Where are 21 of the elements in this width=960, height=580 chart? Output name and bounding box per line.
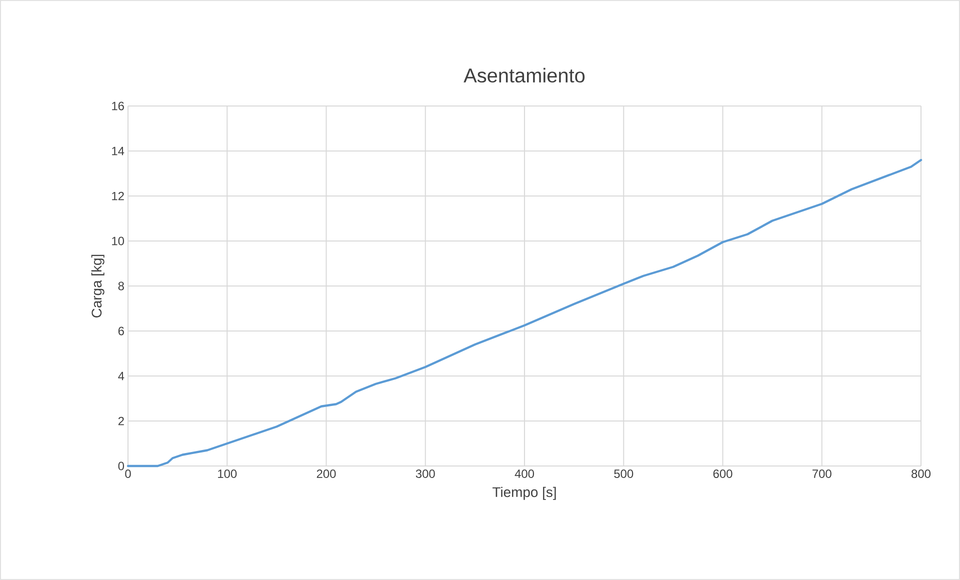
x-tick-label: 500 (614, 470, 634, 478)
y-tick-label: 2 (118, 416, 124, 426)
y-tick-label: 4 (118, 372, 124, 380)
x-tick-label: 700 (812, 470, 832, 478)
y-tick-label: 14 (112, 146, 124, 156)
x-tick-label: 100 (218, 470, 237, 478)
y-tick-label: 0 (118, 462, 124, 470)
x-axis-title: Tiempo [s] (492, 486, 556, 500)
x-tick-label: 800 (912, 470, 931, 478)
x-tick-label: 300 (416, 470, 435, 478)
y-tick-label: 6 (118, 326, 124, 336)
x-tick-label: 400 (514, 470, 534, 478)
y-tick-label: 10 (112, 236, 124, 246)
x-tick-label: 600 (713, 470, 732, 478)
y-axis-title: Carga [kg] (91, 254, 104, 318)
chart-title: Asentamiento (464, 68, 585, 83)
x-tick-label: 200 (316, 470, 336, 478)
y-tick-label: 16 (112, 102, 124, 110)
x-tick-label: 0 (125, 470, 131, 478)
y-tick-label: 12 (112, 192, 124, 200)
y-tick-label: 8 (118, 282, 124, 290)
